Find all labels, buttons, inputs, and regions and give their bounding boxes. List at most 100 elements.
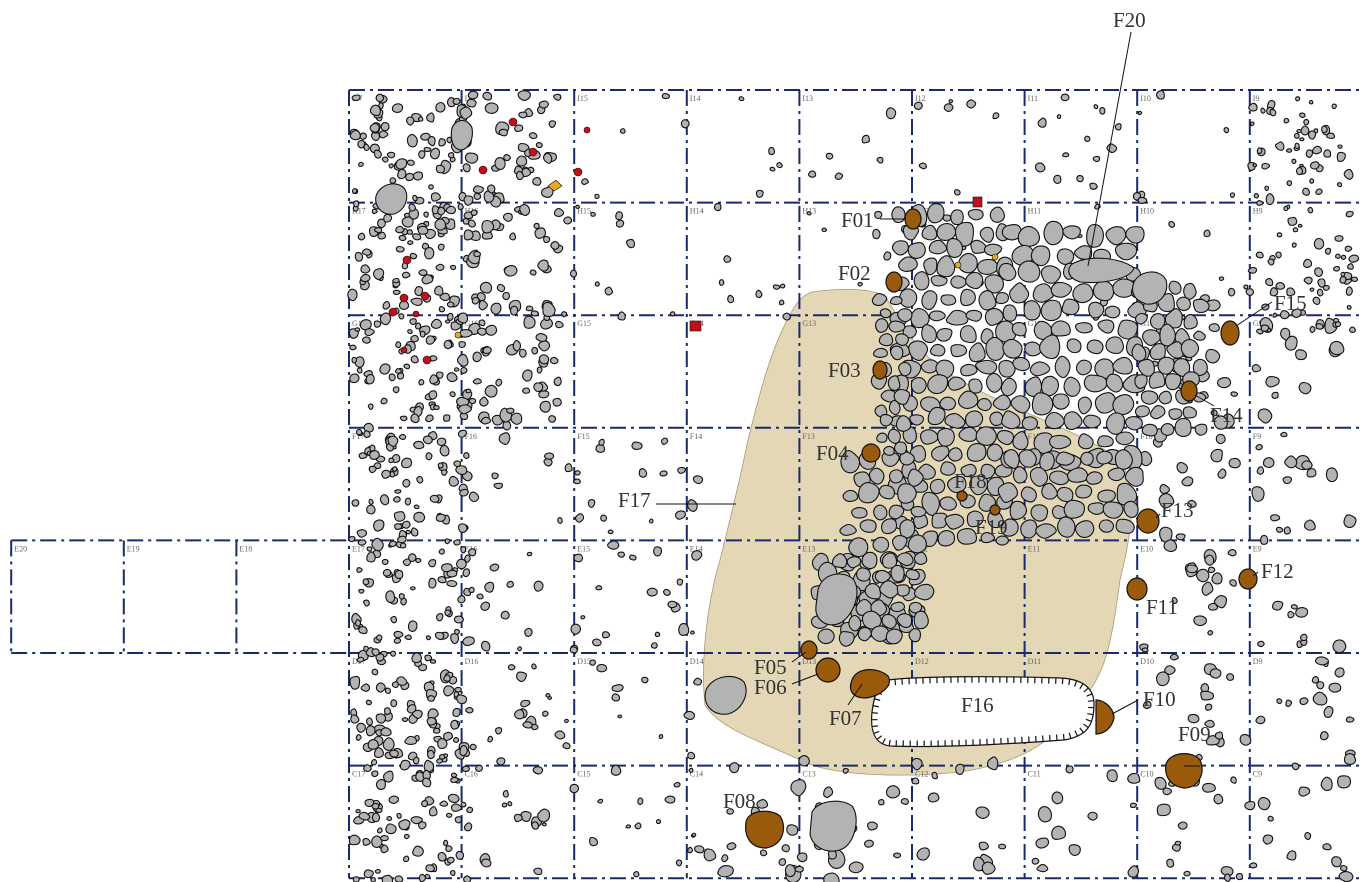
stone xyxy=(921,324,937,344)
stone xyxy=(986,443,1004,462)
stone xyxy=(351,356,358,364)
stone xyxy=(1034,162,1046,173)
stone xyxy=(502,790,509,798)
stone xyxy=(895,333,909,346)
stone xyxy=(887,428,901,444)
stone xyxy=(462,163,471,173)
stone xyxy=(458,404,472,415)
stone xyxy=(443,674,451,682)
stone xyxy=(447,312,454,321)
feature-f11 xyxy=(1126,577,1148,601)
stone xyxy=(1205,348,1221,364)
stone xyxy=(1269,287,1279,297)
stone xyxy=(356,567,363,573)
stone xyxy=(1162,787,1173,796)
grid-cell-label: F16 xyxy=(465,432,477,441)
stone xyxy=(1086,339,1104,355)
stone xyxy=(457,429,468,438)
stone xyxy=(723,255,732,263)
stone xyxy=(1311,145,1323,155)
grid-cell-label: I10 xyxy=(1140,94,1151,103)
stone xyxy=(848,537,869,558)
stone xyxy=(958,252,978,274)
stone xyxy=(888,399,901,416)
stone xyxy=(1158,493,1175,509)
stone xyxy=(1068,844,1081,857)
stone xyxy=(380,397,388,405)
stone xyxy=(1255,715,1266,725)
stone xyxy=(438,305,446,313)
stone xyxy=(970,239,987,254)
stone xyxy=(1253,193,1259,199)
stone xyxy=(363,764,372,772)
stone xyxy=(973,856,985,872)
stone xyxy=(423,211,429,218)
stone xyxy=(1127,865,1140,878)
stone xyxy=(957,390,979,409)
stone xyxy=(444,538,451,545)
stone xyxy=(467,219,476,228)
stone xyxy=(1322,843,1332,851)
red-find xyxy=(402,255,412,265)
stone xyxy=(432,727,441,734)
stone xyxy=(395,158,408,170)
stone xyxy=(1131,343,1147,362)
stone xyxy=(1012,431,1029,451)
stone xyxy=(439,445,450,457)
stone xyxy=(631,441,643,450)
stone xyxy=(1140,390,1159,405)
stone xyxy=(1244,800,1256,811)
stone xyxy=(427,136,436,147)
stone xyxy=(506,580,514,588)
stone xyxy=(484,384,498,398)
grid-cell-label: H13 xyxy=(802,207,816,216)
stone xyxy=(1295,167,1304,176)
stone xyxy=(472,185,484,194)
stone xyxy=(455,465,468,475)
stone xyxy=(693,677,703,686)
stone xyxy=(1207,630,1214,636)
stone xyxy=(375,653,385,662)
grid-cell-label: H11 xyxy=(1028,207,1041,216)
stone xyxy=(349,675,361,690)
stone xyxy=(1340,271,1346,278)
red-find xyxy=(478,165,488,175)
stone xyxy=(1020,519,1038,539)
stone xyxy=(1332,639,1347,654)
stone xyxy=(1123,500,1139,518)
red-find xyxy=(689,320,702,332)
stone xyxy=(936,255,956,278)
stone xyxy=(1039,451,1055,472)
stone xyxy=(436,758,444,764)
stone xyxy=(383,213,393,223)
stone xyxy=(872,347,888,358)
stone xyxy=(1210,448,1223,463)
stone xyxy=(1040,299,1062,322)
feature-f19 xyxy=(989,504,1001,516)
grid-cell-label: F14 xyxy=(690,432,702,441)
stone xyxy=(898,361,912,377)
stone xyxy=(501,802,508,808)
stone xyxy=(1148,371,1166,389)
stone xyxy=(1229,579,1237,587)
stone xyxy=(1083,414,1102,429)
stone xyxy=(1314,267,1324,277)
stone xyxy=(1050,320,1071,337)
yellow-find xyxy=(954,261,962,269)
stone xyxy=(410,527,419,537)
hatch-tick xyxy=(1079,727,1084,733)
stone xyxy=(918,162,927,170)
stone xyxy=(907,534,927,554)
stone xyxy=(535,333,548,342)
stone xyxy=(1158,390,1173,405)
stone xyxy=(1072,283,1094,304)
stone xyxy=(641,676,649,684)
stone xyxy=(424,246,435,260)
stone xyxy=(426,749,435,760)
stone xyxy=(825,152,834,160)
stone xyxy=(428,577,437,589)
stone xyxy=(369,104,381,117)
leader-f12 xyxy=(1252,571,1259,577)
stone xyxy=(779,283,786,289)
stone xyxy=(1092,280,1115,302)
